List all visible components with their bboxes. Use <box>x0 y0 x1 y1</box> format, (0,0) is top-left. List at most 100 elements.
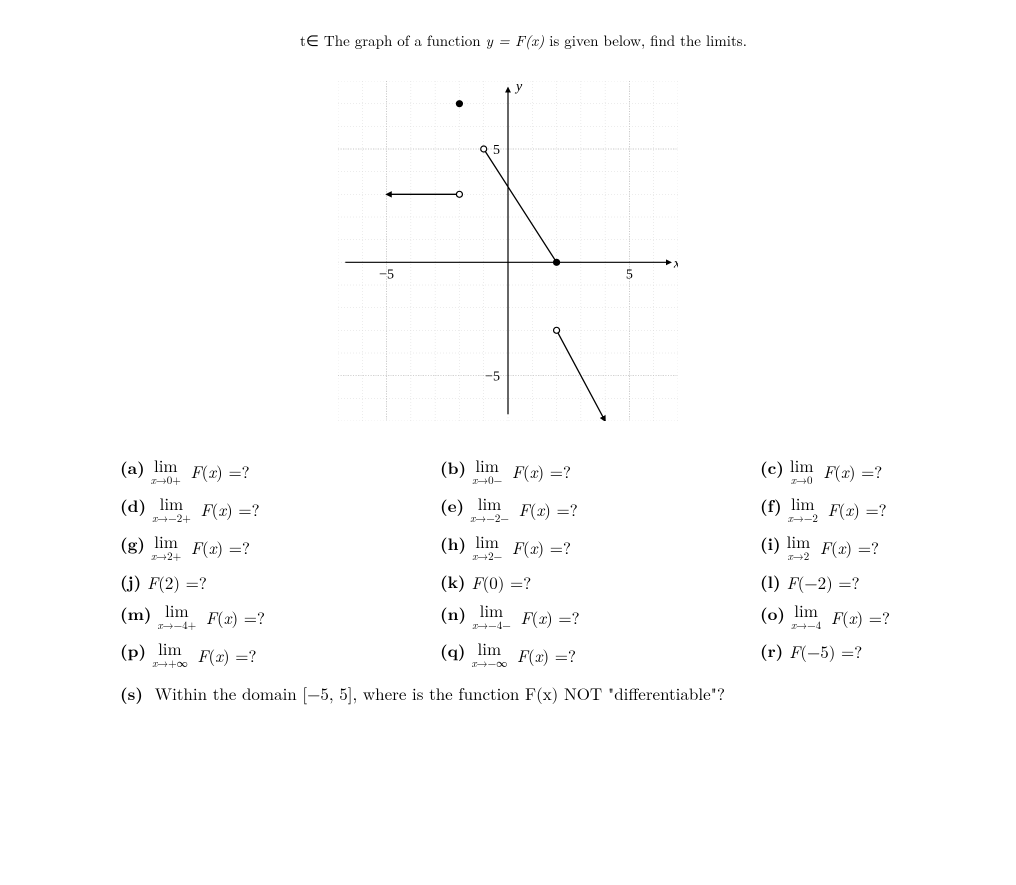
lim-text: lim <box>158 640 182 657</box>
lim-stack: limx→−2− <box>470 495 509 524</box>
lim-function: F(x) =? <box>200 605 265 629</box>
question-row: (j)F(2) =?(k)F(0) =?(l)F(−2) =? <box>120 570 936 594</box>
lim-subscript: x→−4− <box>472 620 511 631</box>
lim-function: F(x) =? <box>825 605 890 629</box>
svg-text:−5: −5 <box>485 370 500 385</box>
lim-stack: limx→−4+ <box>157 602 196 631</box>
question-label: (a) <box>120 456 145 480</box>
question-cell: (a)limx→0+ F(x) =? <box>120 456 440 486</box>
questions-grid: (a)limx→0+ F(x) =?(b)limx→0− F(x) =?(c)l… <box>120 456 936 669</box>
question-s-label: (s) <box>120 682 143 706</box>
svg-text:x: x <box>673 256 678 271</box>
lim-function: F(x) =? <box>822 497 887 521</box>
lim-text: lim <box>475 533 499 550</box>
question-cell: (q)limx→−∞ F(x) =? <box>440 639 760 669</box>
limit-expression: limx→−4− F(x) =? <box>472 602 580 632</box>
lim-function: F(x) =? <box>195 497 260 521</box>
question-cell: (r) F(−5) =? <box>760 639 936 669</box>
plain-expression: F(−5) =? <box>789 639 862 663</box>
limit-expression: limx→2+ F(x) =? <box>151 532 250 562</box>
svg-text:−5: −5 <box>379 267 394 282</box>
question-cell: (k)F(0) =? <box>440 570 760 594</box>
question-row: (a)limx→0+ F(x) =?(b)limx→0− F(x) =?(c)l… <box>120 456 936 486</box>
question-cell: (m)limx→−4+ F(x) =? <box>120 602 440 632</box>
lim-function: F(x) =? <box>814 535 879 559</box>
question-cell: (i) limx→2 F(x) =? <box>760 532 936 562</box>
prefix-text: t∈ The graph of a function y = F(x) is g… <box>300 30 976 51</box>
limit-expression: limx→0+ F(x) =? <box>151 456 250 486</box>
lim-function: F(x) =? <box>185 459 250 483</box>
svg-text:5: 5 <box>493 143 500 158</box>
question-label: (n) <box>440 602 466 626</box>
question-cell: (d)limx→−2+ F(x) =? <box>120 494 440 524</box>
lim-text: lim <box>790 457 814 474</box>
lim-stack: limx→2 <box>787 533 811 562</box>
lim-subscript: x→2+ <box>151 551 181 562</box>
plain-expression: F(−2) =? <box>787 570 860 594</box>
svg-text:5: 5 <box>626 267 633 282</box>
lim-subscript: x→−4 <box>791 620 821 631</box>
lim-subscript: x→−4+ <box>157 620 196 631</box>
question-cell: (p)limx→+∞ F(x) =? <box>120 639 440 669</box>
graph-container: −55−55xy <box>40 81 976 421</box>
lim-function: F(x) =? <box>513 497 578 521</box>
question-cell: (g)limx→2+ F(x) =? <box>120 532 440 562</box>
question-row: (m)limx→−4+ F(x) =?(n)limx→−4− F(x) =?(o… <box>120 602 936 632</box>
lim-stack: limx→−4− <box>472 602 511 631</box>
lim-function: F(x) =? <box>511 643 576 667</box>
question-label: (e) <box>440 494 464 518</box>
limit-expression: limx→−4 F(x) =? <box>791 602 890 632</box>
statement: The graph of a function y = F(x) is give… <box>324 30 747 51</box>
lim-subscript: x→+∞ <box>152 658 188 669</box>
function-graph: −55−55xy <box>338 81 678 421</box>
limit-expression: limx→2− F(x) =? <box>472 532 571 562</box>
lim-function: F(x) =? <box>515 605 580 629</box>
plain-expression: F(2) =? <box>147 570 207 594</box>
lim-stack: limx→−2+ <box>152 495 191 524</box>
lim-subscript: x→−2 <box>788 513 818 524</box>
lim-stack: limx→−2 <box>788 495 818 524</box>
lim-text: lim <box>478 640 502 657</box>
question-row: (d)limx→−2+ F(x) =?(e)limx→−2− F(x) =?(f… <box>120 494 936 524</box>
lim-subscript: x→−2+ <box>152 513 191 524</box>
lim-text: lim <box>480 602 504 619</box>
lim-function: F(x) =? <box>185 535 250 559</box>
lim-stack: limx→2− <box>472 533 502 562</box>
lim-text: lim <box>165 602 189 619</box>
lim-subscript: x→0+ <box>151 475 181 486</box>
question-cell: (b)limx→0− F(x) =? <box>440 456 760 486</box>
limit-expression: limx→0 F(x) =? <box>790 456 882 486</box>
lim-stack: limx→+∞ <box>152 640 188 669</box>
question-label: (o) <box>760 602 785 626</box>
question-label: (b) <box>440 456 466 480</box>
lim-function: F(x) =? <box>192 643 257 667</box>
statement-eq: y = F(x) <box>486 30 545 51</box>
lim-function: F(x) =? <box>506 459 571 483</box>
question-cell: (f)limx→−2 F(x) =? <box>760 494 936 524</box>
question-label: (l) <box>760 570 781 594</box>
question-label: (p) <box>120 639 146 663</box>
prefix: t∈ <box>300 30 319 51</box>
question-s-text: Within the domain [−5, 5], where is the … <box>155 681 725 705</box>
plain-expression: F(0) =? <box>472 570 532 594</box>
lim-stack: limx→0+ <box>151 457 181 486</box>
lim-subscript: x→2− <box>472 551 502 562</box>
question-row: (p)limx→+∞ F(x) =?(q)limx→−∞ F(x) =?(r)F… <box>120 639 936 669</box>
limit-expression: limx→−2+ F(x) =? <box>152 494 260 524</box>
question-cell: (h)limx→2− F(x) =? <box>440 532 760 562</box>
lim-stack: limx→2+ <box>151 533 181 562</box>
question-label: (q) <box>440 639 466 663</box>
limit-expression: limx→−2 F(x) =? <box>788 494 887 524</box>
question-s-row: (s) Within the domain [−5, 5], where is … <box>120 681 936 706</box>
limit-expression: limx→+∞ F(x) =? <box>152 639 257 669</box>
lim-stack: limx→0 <box>790 457 814 486</box>
question-label: (i) <box>760 532 781 556</box>
question-cell: (o)limx→−4 F(x) =? <box>760 602 936 632</box>
question-cell: (e)limx→−2− F(x) =? <box>440 494 760 524</box>
question-label: (d) <box>120 494 146 518</box>
limit-expression: limx→0− F(x) =? <box>472 456 571 486</box>
question-label: (r) <box>760 639 783 663</box>
lim-stack: limx→−∞ <box>472 640 508 669</box>
lim-subscript: x→2 <box>788 551 810 562</box>
lim-subscript: x→0 <box>791 475 813 486</box>
